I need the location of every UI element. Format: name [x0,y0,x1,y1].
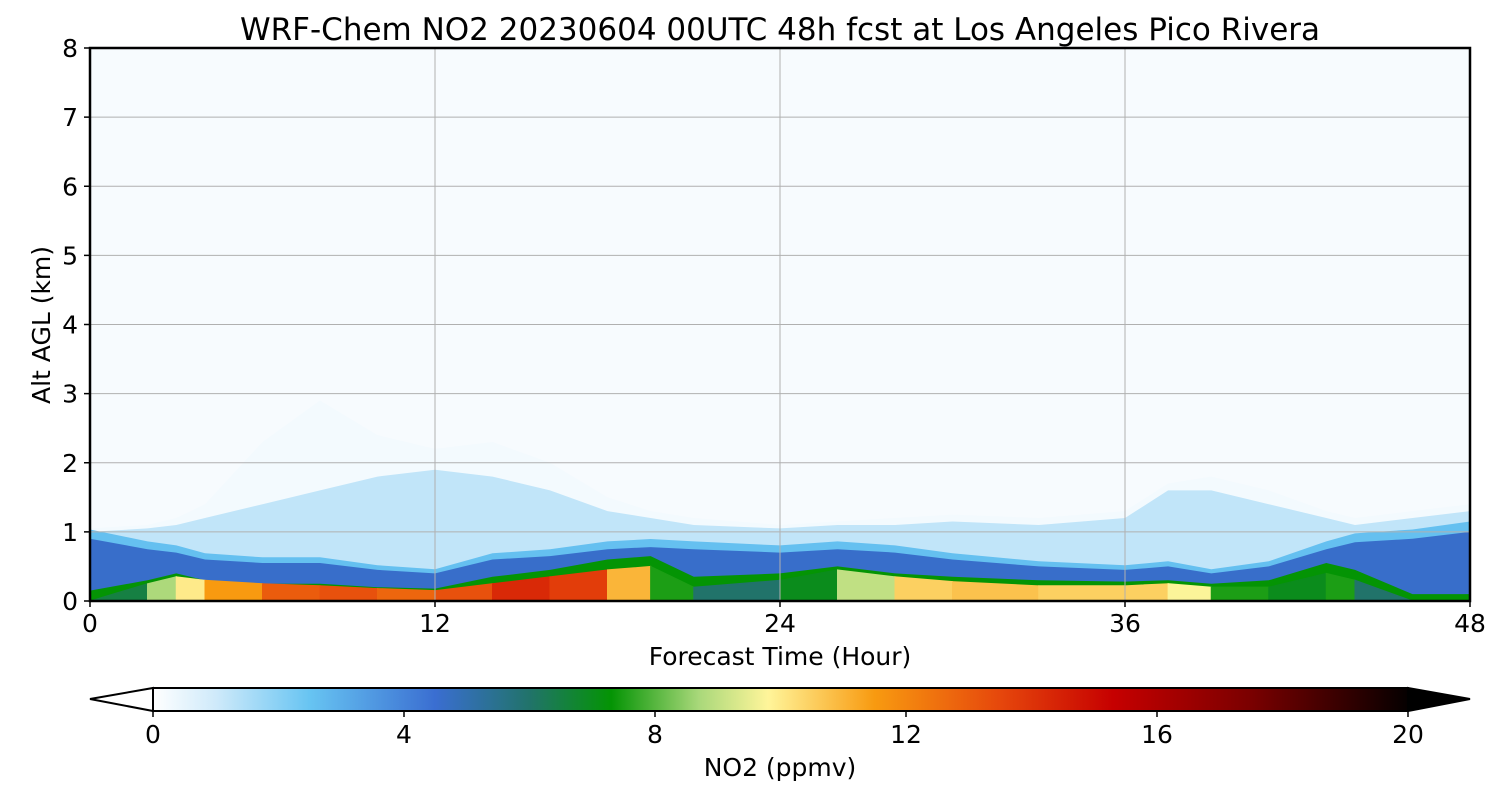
colorbar: 0 4 8 12 16 20 NO2 (ppmv) [89,686,1471,782]
surface-core-cell [894,576,953,601]
y-tick-label: 0 [62,587,78,616]
surface-core-cell [1124,583,1169,601]
y-tick-label: 8 [62,34,78,63]
surface-core-cell [1354,579,1413,601]
surface-core-cell [1210,586,1270,601]
y-tick-label: 4 [62,311,78,340]
colorbar-tick-label: 12 [890,720,922,749]
surface-core-cell [1038,585,1126,601]
chart-title: WRF-Chem NO2 20230604 00UTC 48h fcst at … [240,12,1320,48]
colorbar-tick-label: 20 [1392,720,1424,749]
colorbar-tick-label: 0 [145,720,161,749]
x-tick-label: 36 [1109,609,1141,638]
x-axis: 0 12 24 36 48 [82,601,1486,638]
x-tick-label: 48 [1454,609,1486,638]
y-tick-label: 3 [62,380,78,409]
x-tick-label: 12 [419,609,451,638]
y-tick-label: 6 [62,172,78,201]
colorbar-tick-label: 16 [1141,720,1173,749]
colorbar-gradient [152,687,1409,712]
y-tick-label: 1 [62,518,78,547]
colorbar-ticks: 0 4 8 12 16 20 [145,711,1424,749]
surface-core-cell [1167,583,1212,601]
x-tick-label: 24 [764,609,796,638]
surface-core-cell [319,585,378,601]
surface-core-cell [175,576,206,601]
y-axis: 0 1 2 3 4 5 6 7 8 [62,34,90,616]
x-tick-label: 0 [82,609,98,638]
surface-core-cell [262,583,321,601]
surface-core-cell [377,588,436,601]
colorbar-tick-label: 4 [396,720,412,749]
y-tick-label: 2 [62,449,78,478]
surface-core-cell [607,565,652,601]
y-tick-label: 7 [62,103,78,132]
colorbar-extend-max [1407,686,1471,713]
colorbar-tick-label: 8 [647,720,663,749]
y-tick-label: 5 [62,241,78,270]
colorbar-extend-min [89,686,154,713]
colorbar-label: NO2 (ppmv) [704,753,857,782]
surface-core-cell [204,579,263,601]
y-axis-label: Alt AGL (km) [27,246,56,404]
x-axis-label: Forecast Time (Hour) [649,642,912,671]
surface-core [90,565,1470,601]
